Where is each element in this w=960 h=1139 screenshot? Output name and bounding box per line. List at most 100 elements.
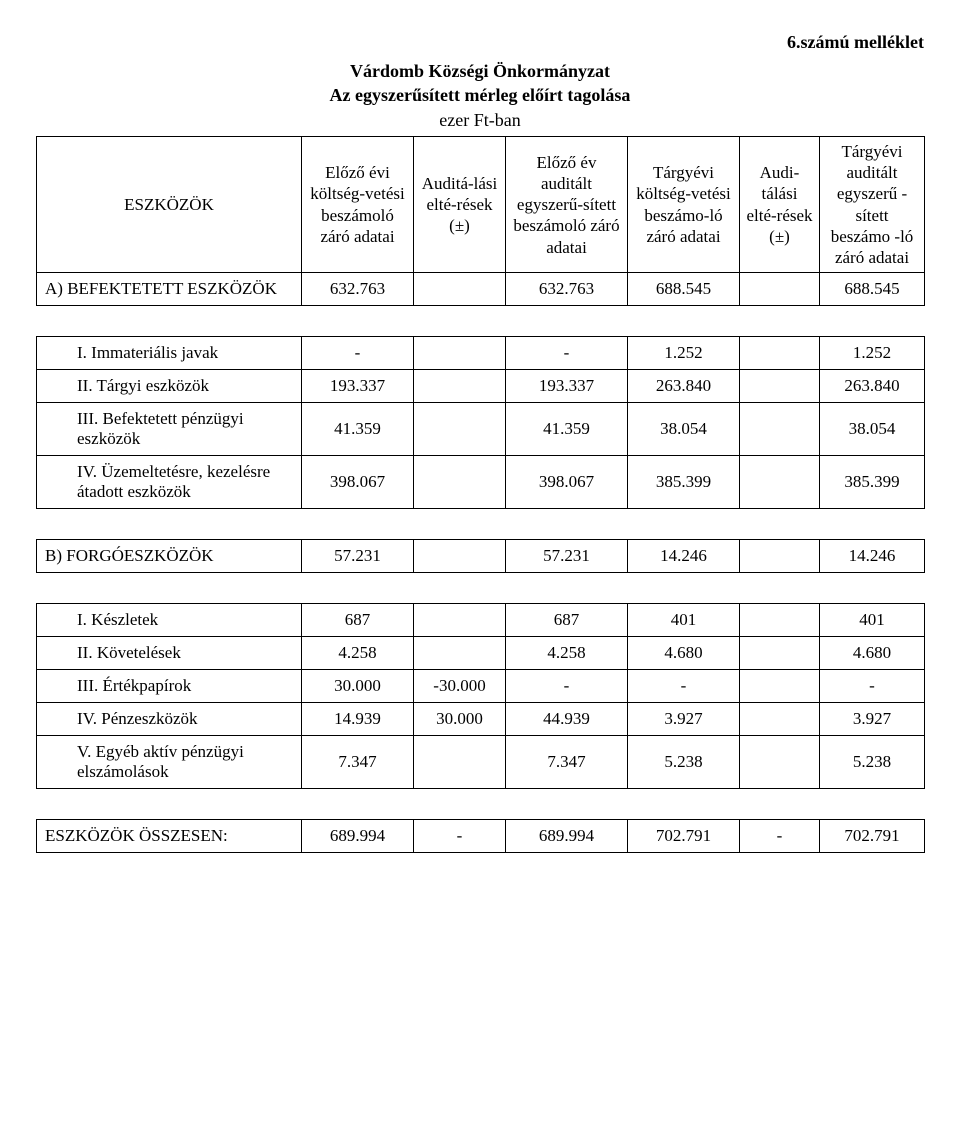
cell: 398.067 [506,456,628,509]
table-row: IV. Pénzeszközök14.93930.00044.9393.9273… [37,703,925,736]
row-label: V. Egyéb aktív pénzügyi elszámolások [37,736,302,789]
cell: 14.246 [628,540,740,573]
cell: 30.000 [302,670,414,703]
row-label: B) FORGÓESZKÖZÖK [37,540,302,573]
table-row: III. Befektetett pénzügyi eszközök41.359… [37,403,925,456]
cell: -30.000 [414,670,506,703]
table-row: III. Értékpapírok30.000-30.000--- [37,670,925,703]
cell: 1.252 [628,337,740,370]
header-col-2: Auditá-lási elté-rések (±) [414,136,506,273]
cell [414,637,506,670]
attachment-label: 6.számú melléklet [36,32,924,53]
cell [740,604,820,637]
cell: 385.399 [820,456,925,509]
row-label: III. Befektetett pénzügyi eszközök [37,403,302,456]
table-row: B) FORGÓESZKÖZÖK57.23157.23114.24614.246 [37,540,925,573]
balance-sheet-table: ESZKÖZÖK Előző évi költség-vetési beszám… [36,136,925,854]
table-spacer-row [37,306,925,337]
cell [414,736,506,789]
cell: - [628,670,740,703]
heading-line-1: Várdomb Községi Önkormányzat [36,59,924,83]
cell [740,540,820,573]
cell: 193.337 [506,370,628,403]
cell: 4.258 [302,637,414,670]
row-label: IV. Pénzeszközök [37,703,302,736]
cell: - [506,670,628,703]
row-label: I. Immateriális javak [37,337,302,370]
table-spacer-row [37,573,925,604]
cell [740,637,820,670]
cell: 3.927 [820,703,925,736]
header-col-1: Előző évi költség-vetési beszámoló záró … [302,136,414,273]
header-col-3: Előző év auditált egyszerű-sített beszám… [506,136,628,273]
row-label: I. Készletek [37,604,302,637]
cell: 3.927 [628,703,740,736]
header-col-4: Tárgyévi költség-vetési beszámo-ló záró … [628,136,740,273]
cell: 702.791 [628,820,740,853]
cell [414,370,506,403]
cell: 632.763 [302,273,414,306]
cell: 702.791 [820,820,925,853]
spacer-cell [37,573,925,604]
spacer-cell [37,509,925,540]
header-col-5: Audi-tálási elté-rések (±) [740,136,820,273]
row-label: IV. Üzemeltetésre, kezelésre átadott esz… [37,456,302,509]
cell: 41.359 [302,403,414,456]
cell: 1.252 [820,337,925,370]
cell [740,703,820,736]
cell: 57.231 [302,540,414,573]
cell: 193.337 [302,370,414,403]
cell [414,456,506,509]
cell: 7.347 [506,736,628,789]
cell: 44.939 [506,703,628,736]
cell: 263.840 [820,370,925,403]
cell: 688.545 [628,273,740,306]
cell: 4.258 [506,637,628,670]
cell: 687 [302,604,414,637]
table-row: A) BEFEKTETETT ESZKÖZÖK632.763632.763688… [37,273,925,306]
cell: 38.054 [628,403,740,456]
cell: - [820,670,925,703]
table-spacer-row [37,509,925,540]
cell: 4.680 [628,637,740,670]
cell [740,456,820,509]
spacer-cell [37,789,925,820]
cell: 14.246 [820,540,925,573]
cell: 689.994 [506,820,628,853]
row-label: III. Értékpapírok [37,670,302,703]
table-row: I. Immateriális javak--1.2521.252 [37,337,925,370]
header-col-6: Tárgyévi auditált egyszerű -sített beszá… [820,136,925,273]
cell [414,540,506,573]
cell: - [302,337,414,370]
table-spacer-row [37,789,925,820]
cell [414,273,506,306]
cell: 5.238 [820,736,925,789]
cell: - [414,820,506,853]
table-row: II. Követelések4.2584.2584.6804.680 [37,637,925,670]
cell: 401 [820,604,925,637]
cell [740,370,820,403]
cell: - [506,337,628,370]
cell: 5.238 [628,736,740,789]
cell: 398.067 [302,456,414,509]
cell [740,736,820,789]
cell [740,403,820,456]
row-label: ESZKÖZÖK ÖSSZESEN: [37,820,302,853]
row-label: II. Tárgyi eszközök [37,370,302,403]
cell: 632.763 [506,273,628,306]
cell [740,273,820,306]
table-row: IV. Üzemeltetésre, kezelésre átadott esz… [37,456,925,509]
cell [414,604,506,637]
cell: 385.399 [628,456,740,509]
cell: 4.680 [820,637,925,670]
cell: 38.054 [820,403,925,456]
cell [740,337,820,370]
spacer-cell [37,306,925,337]
cell [414,337,506,370]
cell: 41.359 [506,403,628,456]
table-row: ESZKÖZÖK ÖSSZESEN:689.994-689.994702.791… [37,820,925,853]
cell: 14.939 [302,703,414,736]
cell: 30.000 [414,703,506,736]
cell: 57.231 [506,540,628,573]
cell: 263.840 [628,370,740,403]
